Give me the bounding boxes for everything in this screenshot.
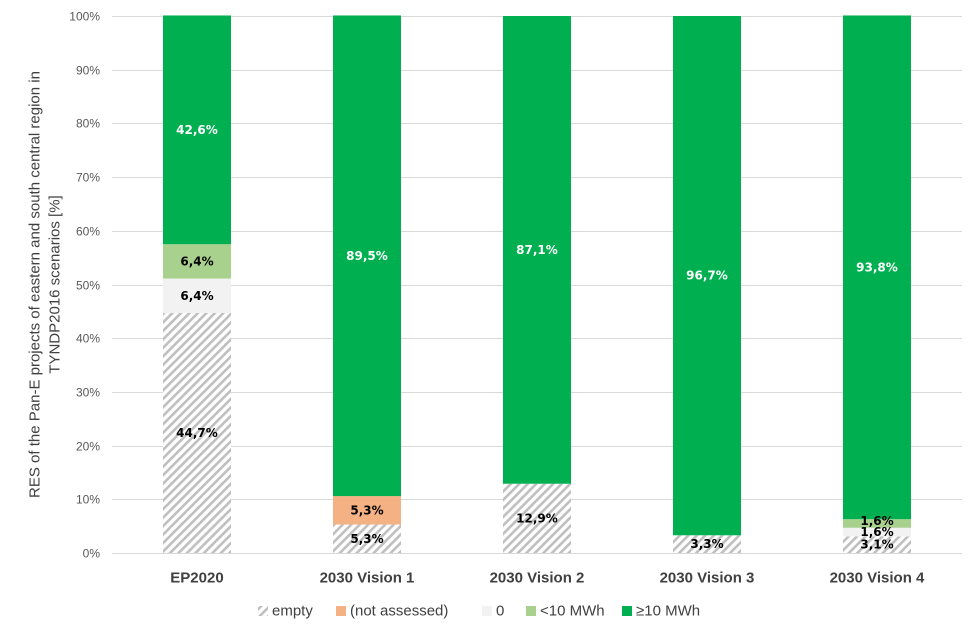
legend-label: 0	[496, 603, 504, 620]
x-category-label: 2030 Vision 3	[660, 570, 755, 587]
x-category-label: 2030 Vision 2	[490, 570, 585, 587]
y-tick-label: 70%	[76, 171, 100, 185]
data-label: 5,3%	[350, 532, 383, 546]
x-axis: EP2020 2030 Vision 1 2030 Vision 2 2030 Vis…	[170, 570, 925, 587]
data-label: 93,8%	[856, 260, 898, 274]
bar-segment-gte10mwh	[503, 16, 571, 484]
bar-segment--10-mwh	[843, 519, 911, 528]
y-tick-label: 10%	[76, 493, 100, 507]
data-label: 3,3%	[690, 537, 723, 551]
data-label: 6,4%	[180, 289, 213, 303]
bar-segment-gte10mwh	[163, 15, 231, 245]
legend-swatch	[258, 606, 268, 616]
bar-segment-gte10mwh	[333, 15, 401, 497]
legend-swatch	[622, 606, 632, 616]
data-label: 89,5%	[346, 249, 388, 263]
bars: 44,7% 6,4% 6,4% 42,6% 5,3% 5,3% 89,5% 12,9% 87,1…	[163, 15, 911, 553]
legend-label: empty	[272, 603, 313, 620]
x-category-label: EP2020	[170, 570, 223, 587]
y-axis-title: RES of the Pan-E projects of eastern and…	[27, 71, 64, 498]
y-axis-title-line: TYNDP2016 scenarios [%]	[47, 195, 64, 373]
x-category-label: 2030 Vision 4	[830, 570, 925, 587]
legend-swatch	[526, 606, 536, 616]
y-tick-label: 30%	[76, 386, 100, 400]
y-tick-label: 80%	[76, 117, 100, 131]
bar-segment-0	[843, 527, 911, 537]
y-tick-label: 100%	[69, 10, 100, 24]
data-label: 3,1%	[860, 538, 893, 552]
legend-label: (not assessed)	[350, 603, 448, 620]
x-category-label: 2030 Vision 1	[320, 570, 415, 587]
y-tick-label: 60%	[76, 225, 100, 239]
data-label: 96,7%	[686, 269, 728, 283]
y-tick-label: 40%	[76, 332, 100, 346]
y-tick-label: 20%	[76, 440, 100, 454]
y-axis: 0% 10% 20% 30% 40% 50% 60% 70% 80% 90% 100%	[69, 10, 100, 561]
legend: empty (not assessed) 0 <10 MWh ≥10 MWh	[258, 603, 700, 620]
data-label: 44,7%	[176, 426, 218, 440]
bar-segment-empty	[503, 483, 571, 553]
bar-segment-empty	[673, 535, 741, 553]
legend-swatch	[336, 606, 346, 616]
data-label: 87,1%	[516, 243, 558, 257]
data-label: 12,9%	[516, 511, 558, 525]
legend-label: <10 MWh	[540, 603, 605, 620]
bar-segment--10-mwh	[163, 244, 231, 279]
bar-segment-gte10mwh	[673, 16, 741, 536]
bar-segment-empty	[163, 312, 231, 553]
y-tick-label: 0%	[83, 547, 101, 561]
bar-segment-gte10mwh	[843, 15, 911, 520]
data-label: 1,6%	[860, 514, 893, 528]
data-label: 6,4%	[180, 254, 213, 268]
legend-swatch	[482, 606, 492, 616]
data-label: 1,6%	[860, 525, 893, 539]
bar-segment-empty	[843, 536, 911, 553]
legend-label: ≥10 MWh	[636, 603, 700, 620]
bar-segment-empty	[333, 524, 401, 553]
bar-segment-0	[163, 278, 231, 313]
bar-segment--not-assessed-	[333, 496, 401, 525]
y-tick-label: 50%	[76, 279, 100, 293]
y-axis-title-line: RES of the Pan-E projects of eastern and…	[27, 71, 44, 498]
data-label: 5,3%	[350, 503, 383, 517]
y-tick-label: 90%	[76, 64, 100, 78]
data-label: 42,6%	[176, 123, 218, 137]
